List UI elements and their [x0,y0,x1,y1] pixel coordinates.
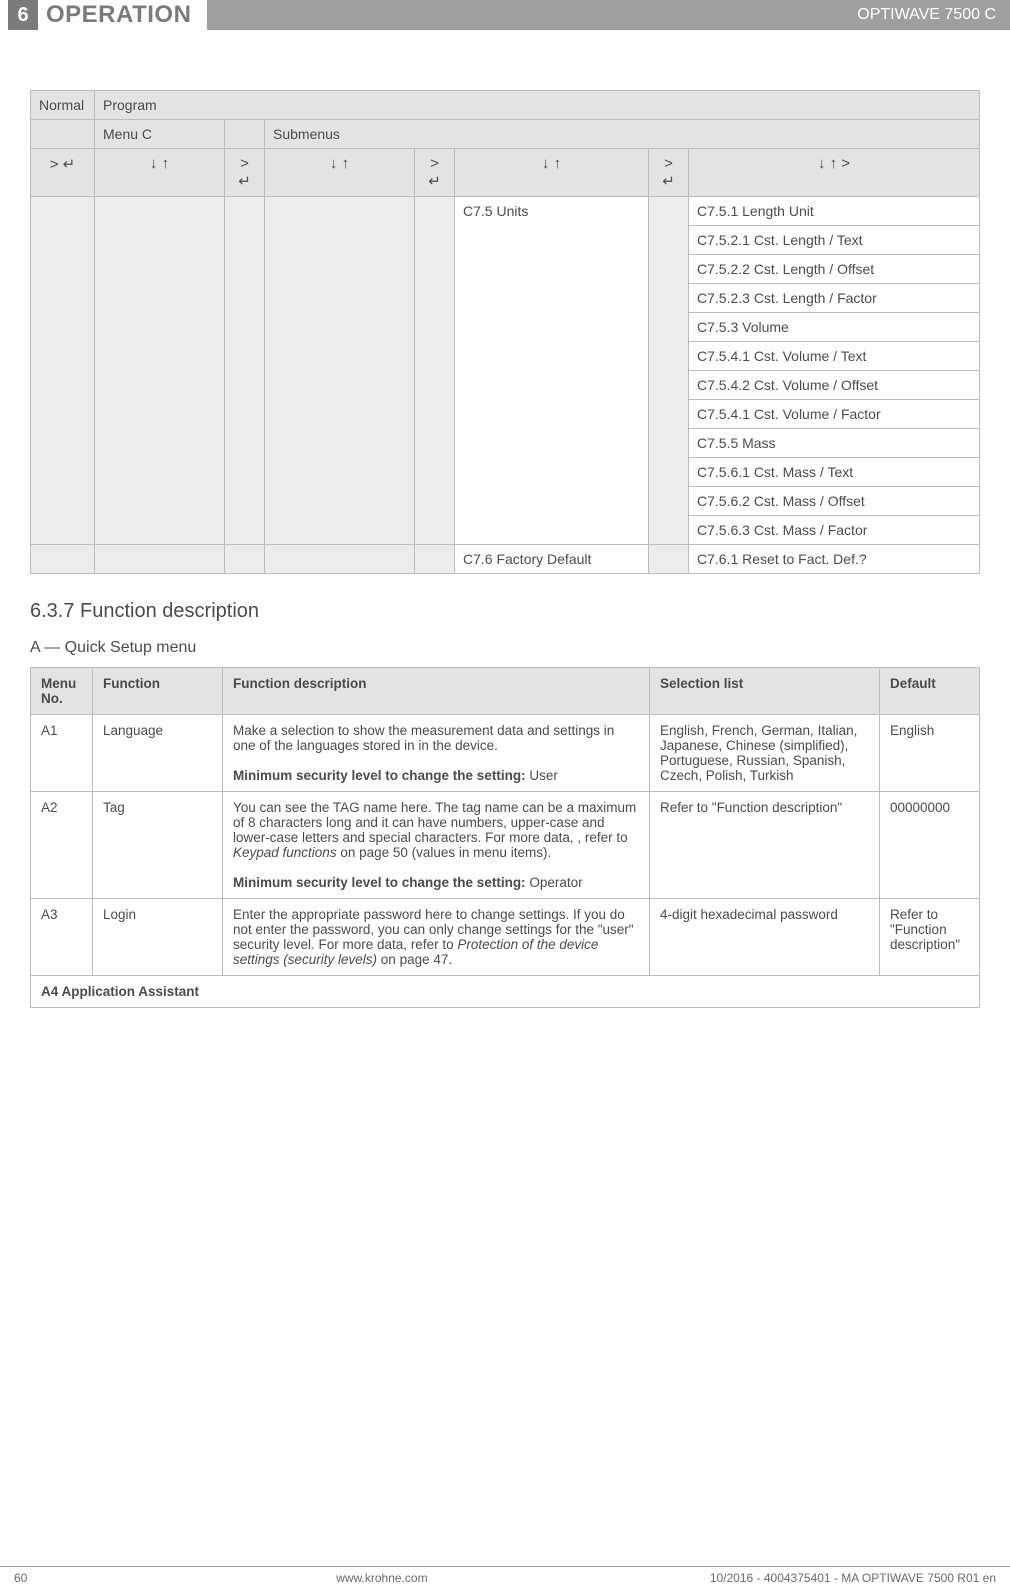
cell-description: You can see the TAG name here. The tag n… [223,792,650,899]
cell-selection: English, French, German, Italian, Japane… [650,715,880,792]
footer-url: www.krohne.com [54,1571,710,1585]
cell-selection: 4-digit hexadecimal password [650,899,880,976]
empty-cell [265,545,415,574]
footer-version: 10/2016 - 4004375401 - MA OPTIWAVE 7500 … [710,1571,996,1585]
cell-description: Make a selection to show the measurement… [223,715,650,792]
empty-cell [649,545,689,574]
header-left: 6 OPERATION [0,0,207,30]
header-submenus: Submenus [265,120,980,149]
menu-item: C7.6.1 Reset to Fact. Def.? [689,545,980,574]
menu-item: C7.5.4.1 Cst. Volume / Factor [689,400,980,429]
desc-text: Make a selection to show the measurement… [233,723,614,753]
cell-default: 00000000 [880,792,980,899]
menu-item: C7.5.4.2 Cst. Volume / Offset [689,371,980,400]
menu-item: C7.5.2.1 Cst. Length / Text [689,226,980,255]
cell-menu-no: A1 [31,715,93,792]
cell-description: Enter the appropriate password here to c… [223,899,650,976]
col-desc: Function description [223,668,650,715]
section-title: OPERATION [38,0,201,30]
empty-cell [31,545,95,574]
menu-item: C7.5.4.1 Cst. Volume / Text [689,342,980,371]
table-row: A4 Application Assistant [31,976,980,1008]
section-number-badge: 6 [8,0,38,30]
col-menu-no: Menu No. [31,668,93,715]
menu-c7-5-units: C7.5 Units [455,197,649,545]
product-name: OPTIWAVE 7500 C [843,0,1010,30]
table-row: Normal Program [31,91,980,120]
desc-text: You can see the TAG name here. The tag n… [233,800,636,845]
table-row: Menu No. Function Function description S… [31,668,980,715]
section-heading: 6.3.7 Function description [30,600,980,623]
nav-cell: ↓ ↑ > [689,149,980,197]
col-function: Function [93,668,223,715]
page: 6 OPERATION OPTIWAVE 7500 C Normal Progr… [0,0,1010,1591]
menu-item: C7.5.6.2 Cst. Mass / Offset [689,487,980,516]
page-content: Normal Program Menu C Submenus > ↵ ↓ ↑ >… [0,30,1010,1008]
menu-item: C7.5.6.3 Cst. Mass / Factor [689,516,980,545]
desc-ref-italic: Keypad functions [233,845,337,860]
menu-item: C7.5.5 Mass [689,429,980,458]
empty-cell [225,545,265,574]
menu-item: C7.5.2.2 Cst. Length / Offset [689,255,980,284]
desc-min-label: Minimum security level to change the set… [233,768,526,783]
table-row: A2 Tag You can see the TAG name here. Th… [31,792,980,899]
header-program: Program [95,91,980,120]
nav-cell: > ↵ [31,149,95,197]
cell-default: English [880,715,980,792]
menu-c7-6-factory: C7.6 Factory Default [455,545,649,574]
nav-cell: ↓ ↑ [455,149,649,197]
cell-function: Language [93,715,223,792]
cell-function: Login [93,899,223,976]
empty-cell [415,545,455,574]
empty-cell [649,197,689,545]
cell-default: Refer to "Function description" [880,899,980,976]
cell-menu-no: A3 [31,899,93,976]
empty-cell [31,120,95,149]
desc-text: on page 50 (values in menu items). [337,845,552,860]
page-header: 6 OPERATION OPTIWAVE 7500 C [0,0,1010,30]
function-description-table: Menu No. Function Function description S… [30,667,980,1008]
menu-structure-table: Normal Program Menu C Submenus > ↵ ↓ ↑ >… [30,90,980,574]
desc-min-label: Minimum security level to change the set… [233,875,526,890]
header-bar-fill [207,0,843,30]
section-row-a4: A4 Application Assistant [31,976,980,1008]
subsection-heading: A — Quick Setup menu [30,639,980,657]
header-normal: Normal [31,91,95,120]
menu-item: C7.5.6.1 Cst. Mass / Text [689,458,980,487]
table-row: > ↵ ↓ ↑ > ↵ ↓ ↑ > ↵ ↓ ↑ > ↵ ↓ ↑ > [31,149,980,197]
header-menu-c: Menu C [95,120,225,149]
cell-function: Tag [93,792,223,899]
table-row: A3 Login Enter the appropriate password … [31,899,980,976]
desc-min-value: Operator [526,875,583,890]
desc-min-value: User [526,768,558,783]
table-row: C7.5 Units C7.5.1 Length Unit [31,197,980,226]
nav-cell: ↓ ↑ [95,149,225,197]
nav-cell: ↓ ↑ [265,149,415,197]
page-number: 60 [14,1571,54,1585]
table-row: Menu C Submenus [31,120,980,149]
empty-cell [225,120,265,149]
menu-item: C7.5.2.3 Cst. Length / Factor [689,284,980,313]
empty-cell [265,197,415,545]
table-row: C7.6 Factory Default C7.6.1 Reset to Fac… [31,545,980,574]
nav-cell: > ↵ [649,149,689,197]
cell-selection: Refer to "Function description" [650,792,880,899]
col-selection: Selection list [650,668,880,715]
empty-cell [415,197,455,545]
empty-cell [95,197,225,545]
empty-cell [95,545,225,574]
nav-cell: > ↵ [225,149,265,197]
page-footer: 60 www.krohne.com 10/2016 - 4004375401 -… [0,1566,1010,1591]
empty-cell [31,197,95,545]
col-default: Default [880,668,980,715]
desc-text: on page 47. [377,952,452,967]
menu-item: C7.5.3 Volume [689,313,980,342]
menu-item: C7.5.1 Length Unit [689,197,980,226]
cell-menu-no: A2 [31,792,93,899]
empty-cell [225,197,265,545]
table-row: A1 Language Make a selection to show the… [31,715,980,792]
nav-cell: > ↵ [415,149,455,197]
